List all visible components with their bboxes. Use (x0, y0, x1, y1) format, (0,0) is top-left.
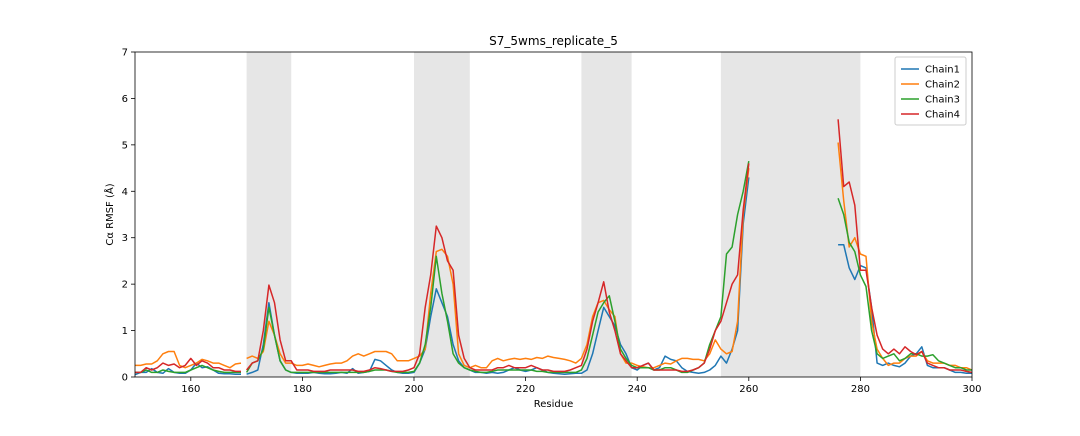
shaded-region-1 (246, 52, 292, 377)
y-axis-ticks: 0 1 2 3 4 5 6 7 (122, 48, 135, 384)
series-line-chain1-segment-2 (246, 177, 750, 375)
chart-title: S7_5wms_replicate_5 (489, 34, 618, 48)
series-line-chain3-segment-2 (245, 160, 750, 374)
shaded-region-4 (720, 52, 861, 377)
shaded-region-3 (581, 52, 632, 377)
x-tick-label-160: 160 (181, 384, 200, 395)
x-axis-label: Residue (534, 399, 573, 410)
legend-label-chain1: Chain1 (925, 65, 960, 76)
legend-label-chain4: Chain4 (925, 110, 960, 121)
x-tick-label-240: 240 (628, 384, 647, 395)
series-line-chain2-segment-2 (246, 168, 750, 369)
y-tick-label-1: 1 (122, 326, 128, 337)
legend: Chain1 Chain2 Chain3 Chain4 (894, 56, 967, 126)
legend-label-chain3: Chain3 (925, 95, 960, 106)
y-tick-label-6: 6 (122, 94, 128, 105)
x-tick-label-280: 280 (851, 384, 870, 395)
y-tick-label-7: 7 (122, 48, 128, 59)
series-lines (135, 119, 972, 376)
series-line-chain4-segment-3 (837, 119, 972, 374)
x-tick-label-200: 200 (404, 384, 423, 395)
x-tick-label-300: 300 (962, 384, 981, 395)
series-line-chain4-segment-2 (246, 163, 750, 373)
legend-label-chain2: Chain2 (925, 80, 960, 91)
series-line-chain3-segment-3 (837, 197, 972, 371)
y-tick-label-2: 2 (122, 280, 128, 291)
series-line-chain2-segment-1 (135, 350, 242, 369)
x-tick-label-260: 260 (739, 384, 758, 395)
y-tick-label-3: 3 (122, 233, 128, 244)
x-axis-ticks: 160 180 200 220 240 260 280 300 (181, 377, 982, 395)
y-axis-label: Cα RMSF (Å) (103, 183, 116, 245)
y-tick-label-0: 0 (122, 373, 128, 384)
series-line-chain3-segment-1 (135, 364, 241, 374)
y-tick-label-5: 5 (122, 140, 128, 151)
legend-box (894, 56, 967, 126)
axes-frame (134, 51, 973, 378)
y-tick-label-4: 4 (122, 187, 128, 198)
x-tick-label-180: 180 (293, 384, 312, 395)
series-line-chain4-segment-1 (135, 357, 241, 374)
x-tick-label-220: 220 (516, 384, 535, 395)
